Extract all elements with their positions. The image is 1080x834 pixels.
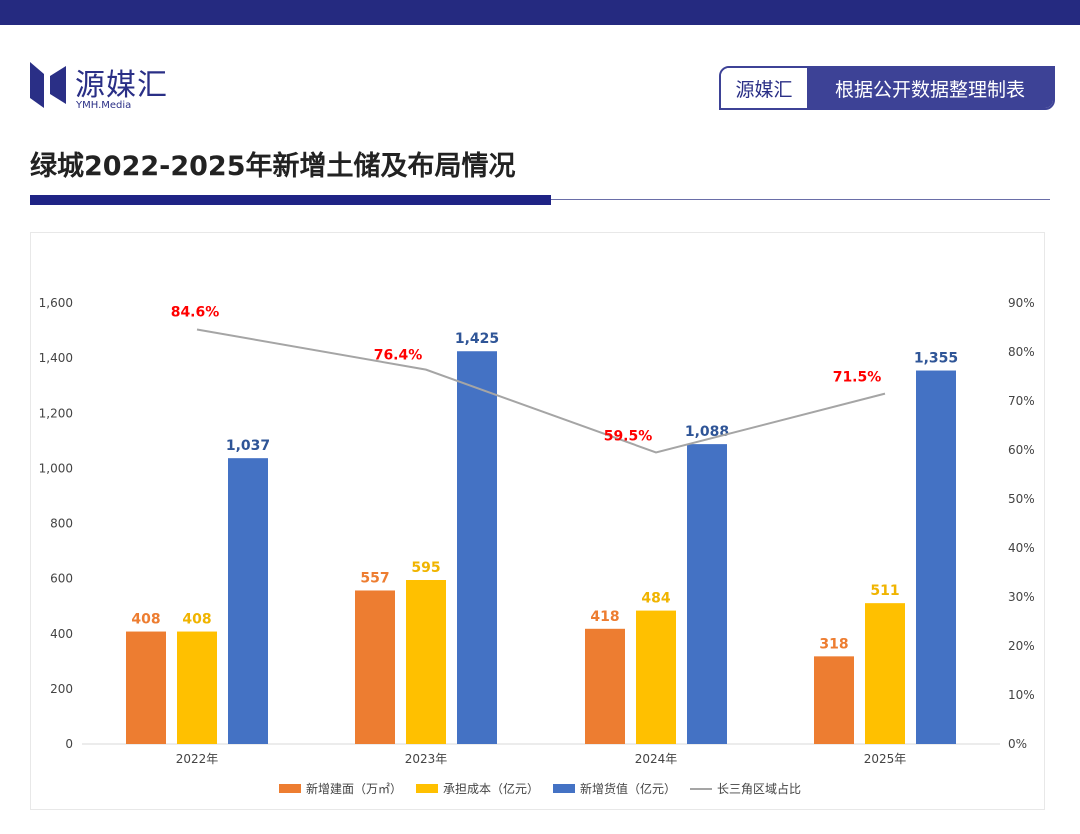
bar-data-label: 595: [411, 560, 440, 576]
y-left-tick-label: 800: [50, 517, 73, 531]
legend-line: [690, 787, 713, 790]
legend: 新增建面（万㎡） 承担成本（亿元） 新增货值（亿元） 长三角区域占比: [0, 780, 1080, 797]
bar-data-label: 484: [641, 591, 670, 607]
bar: [355, 590, 395, 744]
legend-swatch: [278, 784, 301, 793]
y-left-tick-label: 600: [50, 572, 73, 586]
bar: [865, 603, 905, 744]
bar: [916, 370, 956, 744]
y-left-tick-label: 0: [65, 737, 73, 751]
bar-data-label: 408: [131, 612, 160, 628]
bar-data-label: 557: [360, 570, 389, 586]
y-left-tick-label: 1,400: [39, 351, 73, 365]
source-badge: 源媒汇 根据公开数据整理制表: [719, 66, 1055, 110]
legend-swatch: [553, 784, 575, 793]
legend-item-area: 新增建面（万㎡）: [278, 780, 402, 797]
y-right-tick-label: 30%: [1008, 590, 1035, 604]
bar: [585, 628, 625, 744]
y-right-tick-label: 40%: [1008, 541, 1035, 555]
bar: [126, 631, 166, 744]
y-right-tick-label: 0%: [1008, 737, 1027, 751]
bar-data-label: 408: [182, 612, 211, 628]
y-left-tick-label: 1,000: [39, 461, 73, 475]
share-line: [196, 328, 886, 454]
y-left-tick-label: 1,200: [39, 406, 73, 420]
line-data-label: 59.5%: [604, 428, 653, 444]
logo-subtext: YMH.Media: [76, 100, 132, 111]
title-rule: [551, 199, 1050, 200]
bar: [814, 656, 854, 744]
bar-data-label: 318: [819, 636, 848, 652]
bar-data-label: 1,355: [914, 351, 958, 367]
page-title: 绿城2022-2025年新增土储及布局情况: [30, 151, 516, 182]
logo-text: 源媒汇: [75, 68, 168, 103]
bar-data-label: 1,425: [455, 331, 499, 347]
line-data-label: 76.4%: [374, 348, 423, 364]
y-left-tick-label: 200: [50, 682, 73, 696]
bar: [636, 610, 676, 744]
x-tick-label: 2024年: [635, 752, 678, 766]
bar: [406, 580, 446, 744]
x-tick-label: 2025年: [864, 752, 907, 766]
legend-label: 新增货值（亿元）: [580, 782, 677, 796]
bar: [228, 458, 268, 744]
y-right-tick-label: 10%: [1008, 688, 1035, 702]
title-underline: [30, 195, 551, 205]
legend-item-cost: 承担成本（亿元）: [415, 780, 539, 797]
bar: [457, 351, 497, 744]
line-data-label: 84.6%: [171, 304, 220, 320]
legend-label: 承担成本（亿元）: [442, 782, 539, 796]
x-tick-label: 2023年: [405, 752, 448, 766]
y-right-tick-label: 70%: [1008, 394, 1035, 408]
y-left-tick-label: 1,600: [39, 296, 73, 310]
legend-label: 长三角区域占比: [717, 782, 802, 796]
legend-swatch: [415, 784, 438, 793]
badge-text: 根据公开数据整理制表: [807, 68, 1053, 108]
y-left-tick-label: 400: [50, 627, 73, 641]
legend-label: 新增建面（万㎡）: [305, 782, 402, 796]
legend-item-share: 长三角区域占比: [690, 780, 801, 797]
bar-data-label: 1,037: [226, 438, 270, 454]
bar: [177, 631, 217, 744]
y-right-tick-label: 80%: [1008, 345, 1035, 359]
top-banner: [0, 0, 1080, 25]
legend-item-value: 新增货值（亿元）: [553, 780, 676, 797]
bar-data-label: 511: [870, 583, 899, 599]
badge-brand: 源媒汇: [721, 68, 807, 108]
bar-data-label: 1,088: [685, 424, 729, 440]
line-data-label: 71.5%: [833, 370, 882, 386]
bar-data-label: 418: [590, 609, 619, 625]
y-right-tick-label: 90%: [1008, 296, 1035, 310]
chart-frame: [30, 232, 1045, 810]
logo-mark-icon: [30, 62, 66, 108]
y-right-tick-label: 50%: [1008, 492, 1035, 506]
y-right-tick-label: 20%: [1008, 639, 1035, 653]
x-tick-label: 2022年: [176, 752, 219, 766]
y-right-tick-label: 60%: [1008, 443, 1035, 457]
bar: [687, 444, 727, 744]
